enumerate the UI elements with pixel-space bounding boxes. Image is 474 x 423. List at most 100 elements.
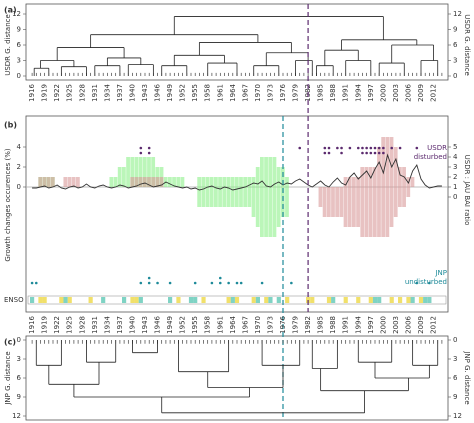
bar bbox=[63, 177, 68, 187]
bar bbox=[268, 157, 273, 237]
y-tick-label: 12 bbox=[12, 10, 21, 18]
bar bbox=[381, 137, 386, 237]
x-tick-label: 1988 bbox=[329, 84, 337, 102]
enso-cell bbox=[122, 297, 127, 303]
bar bbox=[322, 187, 327, 217]
ratio-line bbox=[32, 153, 442, 191]
bar bbox=[222, 177, 227, 207]
enso-cell bbox=[251, 297, 256, 303]
x-tick-label: 1943 bbox=[141, 316, 149, 334]
x-tick-label: 1949 bbox=[166, 84, 174, 102]
bar bbox=[71, 177, 76, 187]
x-tick-label: 1955 bbox=[191, 84, 199, 102]
bar bbox=[126, 157, 130, 187]
bar bbox=[138, 157, 143, 187]
x-tick-label: 1997 bbox=[367, 316, 375, 334]
event-dot bbox=[382, 151, 385, 155]
jnp_events-sublabel: undisturbed bbox=[405, 278, 447, 286]
x-tick-label: 1934 bbox=[103, 315, 111, 333]
bar bbox=[142, 177, 147, 187]
bar bbox=[389, 137, 394, 227]
y-tick-label: 6 bbox=[17, 374, 22, 382]
y-tick-label: 0 bbox=[17, 336, 21, 344]
event-dot bbox=[235, 281, 239, 285]
bar bbox=[272, 157, 277, 237]
x-tick-label: 2012 bbox=[430, 84, 438, 102]
x-tick-label: 1928 bbox=[78, 316, 86, 334]
x-tick-label: 2003 bbox=[392, 316, 400, 334]
bar bbox=[368, 167, 373, 237]
enso-cell bbox=[134, 297, 139, 303]
x-tick-label: 1925 bbox=[66, 84, 74, 102]
bar bbox=[122, 167, 126, 187]
bar bbox=[109, 177, 114, 187]
enso-cell bbox=[285, 297, 290, 303]
x-tick-label: 1916 bbox=[28, 83, 36, 101]
y2-axis-label: USDR : JAU BAI ratio bbox=[463, 155, 471, 226]
enso-cell bbox=[410, 297, 415, 303]
y-axis-label: USDR G. distance bbox=[4, 14, 12, 76]
bar bbox=[339, 187, 344, 217]
enso-cell bbox=[389, 297, 394, 303]
event-dot bbox=[168, 281, 172, 285]
bar bbox=[347, 177, 352, 227]
y2-tick-label: 6 bbox=[453, 41, 458, 49]
enso-cell bbox=[372, 297, 378, 303]
bar bbox=[134, 177, 139, 187]
event-dot bbox=[377, 151, 381, 155]
jnp_events-label: JNP bbox=[434, 269, 447, 277]
bar bbox=[285, 177, 289, 217]
enso-cell bbox=[130, 297, 135, 303]
x-tick-label: 1940 bbox=[128, 84, 136, 102]
x-tick-label: 2000 bbox=[379, 316, 387, 334]
y-tick-label: 12 bbox=[12, 412, 21, 420]
y2-tick-label: 3 bbox=[453, 57, 457, 65]
enso-cell bbox=[230, 297, 235, 303]
bar bbox=[243, 177, 248, 207]
x-tick-label: 1961 bbox=[216, 84, 224, 102]
y2-tick-label: 0 bbox=[453, 72, 457, 80]
enso-cell bbox=[343, 297, 348, 303]
bar bbox=[159, 177, 164, 187]
y-tick-label: 9 bbox=[17, 26, 21, 34]
event-dot bbox=[30, 281, 34, 285]
y2-tick-label: 9 bbox=[453, 393, 457, 401]
x-tick-label: 1958 bbox=[204, 84, 212, 102]
bar bbox=[142, 157, 147, 187]
enso-cell bbox=[226, 297, 231, 303]
x-tick-label: 2006 bbox=[404, 315, 412, 333]
bar bbox=[130, 157, 135, 187]
enso-cell bbox=[38, 297, 43, 303]
y-tick-label: 3 bbox=[17, 57, 21, 65]
x-tick-label: 2000 bbox=[379, 84, 387, 102]
bar bbox=[385, 137, 390, 237]
bar bbox=[218, 177, 222, 207]
bar bbox=[214, 177, 218, 207]
event-dot bbox=[227, 281, 230, 285]
bar bbox=[67, 177, 72, 187]
x-tick-label: 2009 bbox=[417, 316, 425, 334]
x-tick-label: 1970 bbox=[254, 84, 262, 102]
y2-axis-label: USDR G. distance bbox=[463, 14, 471, 76]
bar bbox=[172, 177, 176, 187]
enso-cell bbox=[176, 297, 181, 303]
x-tick-label: 1916 bbox=[28, 315, 36, 333]
event-dot bbox=[390, 146, 394, 150]
y2-tick-label: 9 bbox=[453, 26, 457, 34]
x-tick-label: 1985 bbox=[317, 316, 325, 334]
panel-label: (c) bbox=[4, 338, 16, 347]
bar bbox=[155, 177, 160, 187]
event-dot bbox=[323, 151, 327, 155]
event-dot bbox=[239, 281, 243, 285]
x-tick-label: 1919 bbox=[41, 316, 49, 334]
y2-tick-label: 3 bbox=[453, 163, 457, 171]
y2-tick-label: 6 bbox=[453, 374, 458, 382]
event-dot bbox=[415, 146, 419, 150]
x-tick-label: 1946 bbox=[154, 83, 162, 101]
x-tick-label: 1973 bbox=[266, 316, 274, 334]
panel-b-frame bbox=[25, 115, 449, 313]
x-tick-label: 1943 bbox=[141, 84, 149, 102]
event-dot bbox=[193, 281, 197, 285]
bar bbox=[117, 167, 122, 187]
x-tick-label: 1937 bbox=[116, 84, 124, 102]
